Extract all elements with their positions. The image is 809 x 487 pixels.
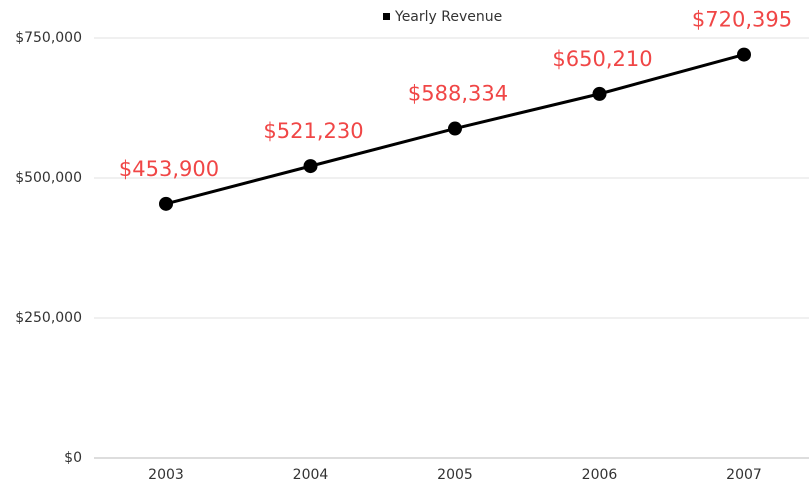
data-label: $720,395 <box>692 8 792 32</box>
y-tick-label: $500,000 <box>15 170 82 186</box>
data-label: $521,230 <box>263 119 363 143</box>
legend-swatch <box>383 13 390 20</box>
data-label: $588,334 <box>408 82 508 106</box>
y-tick-label: $750,000 <box>15 30 82 46</box>
x-tick-label: 2003 <box>148 467 184 483</box>
data-label: $650,210 <box>552 47 652 71</box>
x-tick-label: 2006 <box>582 467 618 483</box>
point <box>592 86 607 101</box>
point <box>303 159 318 174</box>
data-label: $453,900 <box>119 157 219 181</box>
y-tick-label: $0 <box>64 450 82 466</box>
x-tick-label: 2004 <box>293 467 329 483</box>
y-tick-label: $250,000 <box>15 310 82 326</box>
point <box>448 121 462 136</box>
x-tick-label: 2005 <box>437 467 473 483</box>
legend-label: Yearly Revenue <box>394 9 502 25</box>
x-tick-label: 2007 <box>726 467 762 483</box>
point <box>737 47 751 62</box>
point <box>159 196 173 211</box>
